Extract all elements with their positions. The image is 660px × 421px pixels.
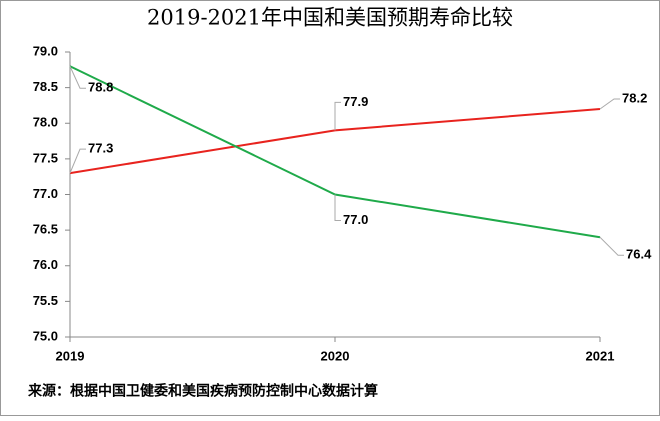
data-label: 77.9 [343, 94, 368, 109]
source-note: 来源：根据中国卫健委和美国疾病预防控制中心数据计算 [27, 383, 378, 399]
leader-line [334, 101, 341, 131]
y-tick-label: 75.5 [33, 293, 58, 308]
leader-line [599, 98, 620, 110]
leader-line [69, 66, 86, 89]
leader-line [69, 148, 86, 174]
leader-line [599, 236, 624, 256]
y-tick-label: 76.0 [33, 257, 58, 272]
x-tick-label: 2019 [56, 348, 85, 363]
y-tick-label: 78.5 [33, 79, 58, 94]
chart-title: 2019-2021年中国和美国预期寿命比较 [147, 6, 513, 30]
y-tick-label: 76.5 [33, 222, 58, 237]
data-label: 78.2 [622, 90, 647, 105]
y-tick-label: 79.0 [33, 43, 58, 58]
y-tick-label: 78.0 [33, 115, 58, 130]
y-tick-label: 75.0 [33, 328, 58, 343]
data-label: 78.8 [88, 80, 113, 95]
data-label: 76.4 [626, 247, 652, 262]
data-label: 77.3 [88, 141, 113, 156]
leader-line [334, 194, 341, 221]
y-tick-label: 77.5 [33, 150, 58, 165]
x-tick-label: 2021 [586, 348, 615, 363]
y-tick-label: 77.0 [33, 186, 58, 201]
x-tick-label: 2020 [321, 348, 350, 363]
data-label: 77.0 [343, 212, 368, 227]
